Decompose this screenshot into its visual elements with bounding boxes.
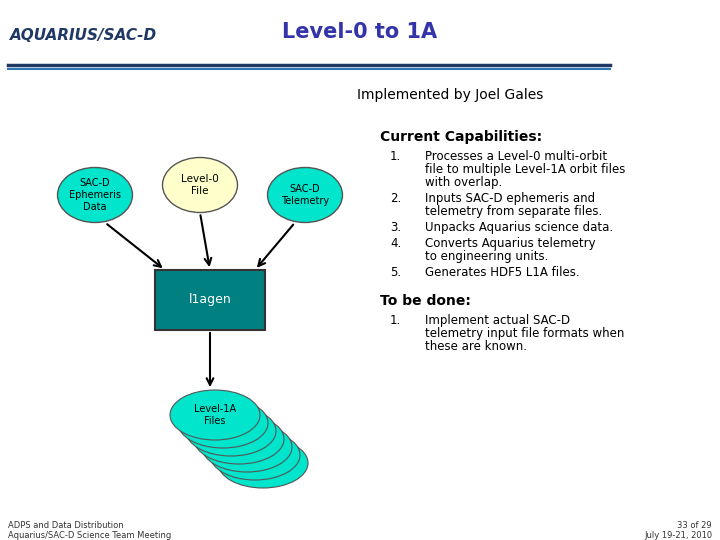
Ellipse shape: [58, 167, 132, 222]
Text: 1.: 1.: [390, 150, 401, 163]
Ellipse shape: [178, 398, 268, 448]
Text: SAC-D
Ephemeris
Data: SAC-D Ephemeris Data: [69, 178, 121, 212]
Text: Implemented by Joel Gales: Implemented by Joel Gales: [357, 88, 543, 102]
Text: these are known.: these are known.: [425, 340, 527, 353]
Text: 4.: 4.: [390, 237, 401, 250]
Ellipse shape: [186, 406, 276, 456]
Text: Processes a Level-0 multi-orbit: Processes a Level-0 multi-orbit: [425, 150, 607, 163]
Bar: [155, 270, 265, 330]
Text: Level-0 to 1A: Level-0 to 1A: [282, 22, 438, 42]
Text: Converts Aquarius telemetry: Converts Aquarius telemetry: [425, 237, 595, 250]
Text: AQUARIUS/SAC-D: AQUARIUS/SAC-D: [10, 28, 157, 43]
Ellipse shape: [170, 390, 260, 440]
Text: Implement actual SAC-D: Implement actual SAC-D: [425, 314, 570, 327]
Text: to engineering units.: to engineering units.: [425, 250, 549, 263]
Text: 33 of 29: 33 of 29: [678, 521, 712, 530]
Text: Inputs SAC-D ephemeris and: Inputs SAC-D ephemeris and: [425, 192, 595, 205]
Text: with overlap.: with overlap.: [425, 176, 503, 189]
Text: ADPS and Data Distribution: ADPS and Data Distribution: [8, 521, 124, 530]
Text: 5.: 5.: [390, 266, 401, 279]
Text: l1agen: l1agen: [189, 294, 231, 307]
Ellipse shape: [194, 414, 284, 464]
Text: Level-0
File: Level-0 File: [181, 174, 219, 196]
Text: 1.: 1.: [390, 314, 401, 327]
Text: telemetry from separate files.: telemetry from separate files.: [425, 205, 602, 218]
Text: July 19-21, 2010: July 19-21, 2010: [644, 530, 712, 539]
Text: Unpacks Aquarius science data.: Unpacks Aquarius science data.: [425, 221, 613, 234]
Ellipse shape: [218, 438, 308, 488]
Text: telemetry input file formats when: telemetry input file formats when: [425, 327, 624, 340]
Text: Level-1A
Files: Level-1A Files: [194, 404, 236, 426]
Ellipse shape: [202, 422, 292, 472]
Text: SAC-D
Telemetry: SAC-D Telemetry: [281, 184, 329, 206]
Text: Aquarius/SAC-D Science Team Meeting: Aquarius/SAC-D Science Team Meeting: [8, 530, 171, 539]
Text: To be done:: To be done:: [380, 294, 471, 308]
Text: 2.: 2.: [390, 192, 401, 205]
Text: file to multiple Level-1A orbit files: file to multiple Level-1A orbit files: [425, 163, 626, 176]
Text: Generates HDF5 L1A files.: Generates HDF5 L1A files.: [425, 266, 580, 279]
Ellipse shape: [268, 167, 343, 222]
Text: Current Capabilities:: Current Capabilities:: [380, 130, 542, 144]
Text: 3.: 3.: [390, 221, 401, 234]
Ellipse shape: [163, 158, 238, 213]
Ellipse shape: [210, 430, 300, 480]
